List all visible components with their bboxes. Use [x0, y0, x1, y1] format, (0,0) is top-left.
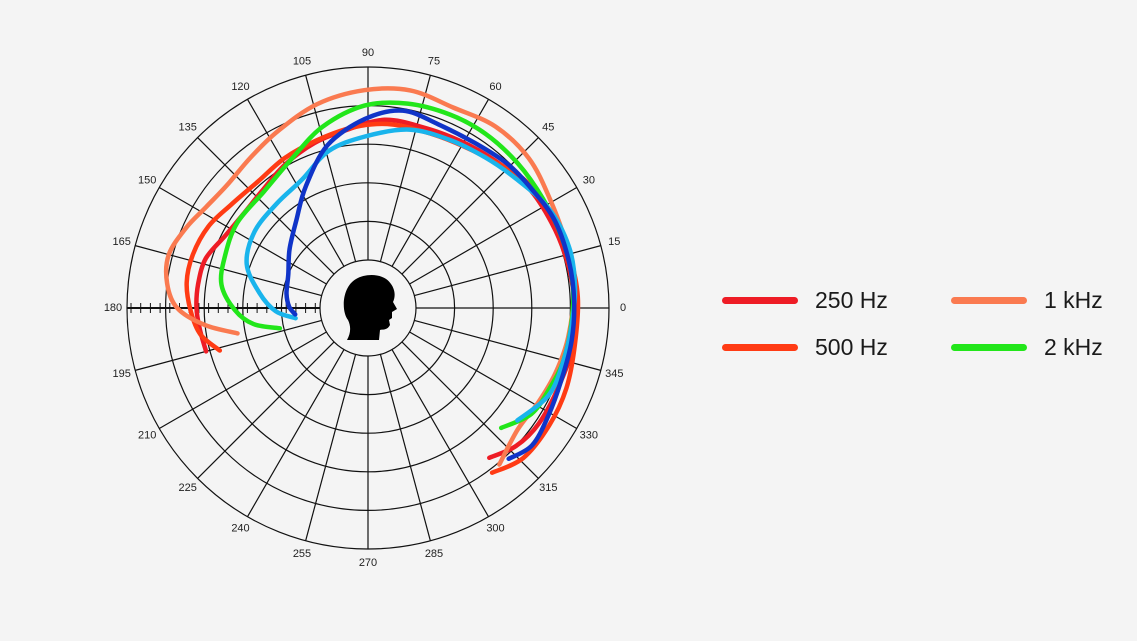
angle-label-60: 60	[489, 81, 501, 93]
angle-label-15: 15	[608, 236, 620, 248]
legend-item-250hz: 250 Hz	[722, 280, 888, 320]
legend-swatch	[951, 343, 1027, 351]
series-curve-2	[184, 121, 581, 475]
spoke-225	[197, 341, 335, 479]
legend-item-2khz: 2 kHz	[951, 327, 1103, 367]
angle-label-45: 45	[542, 122, 554, 134]
spoke-315	[401, 341, 539, 479]
angle-label-255: 255	[293, 548, 311, 560]
spoke-30	[409, 186, 578, 285]
legend-label: 2 kHz	[1044, 333, 1103, 360]
angle-label-300: 300	[486, 523, 504, 535]
spoke-150	[158, 186, 327, 285]
spoke-45	[401, 137, 539, 275]
angle-label-225: 225	[179, 482, 197, 494]
spoke-195	[135, 319, 322, 371]
angle-label-210: 210	[138, 429, 156, 441]
spoke-255	[305, 354, 357, 541]
angle-label-270: 270	[359, 557, 377, 569]
angle-label-195: 195	[113, 368, 131, 380]
polar-chart: 0 15 30 45 60 75 90 105 120 135 150 165 180 195 210 225…	[104, 47, 626, 569]
angle-label-345: 345	[605, 368, 623, 380]
legend-swatch	[722, 296, 798, 304]
angle-label-105: 105	[293, 56, 311, 68]
angle-label-30: 30	[583, 174, 595, 186]
angle-label-150: 150	[138, 174, 156, 186]
angle-label-180: 180	[104, 302, 122, 314]
directivity-curves	[163, 86, 581, 475]
series-curve-6	[284, 108, 577, 462]
angle-label-285: 285	[425, 548, 443, 560]
angle-label-0: 0	[620, 302, 626, 314]
spoke-135	[197, 137, 335, 275]
spoke-165	[135, 245, 322, 297]
spoke-240	[246, 349, 345, 518]
spoke-210	[158, 331, 327, 430]
head-silhouette-icon	[343, 274, 397, 340]
angle-label-315: 315	[539, 482, 557, 494]
angle-tick-labels: 0 15 30 45 60 75 90 105 120 135 150 165 180 195 210 225…	[104, 47, 626, 569]
legend-swatch	[722, 343, 798, 351]
angle-label-120: 120	[231, 81, 249, 93]
angle-label-330: 330	[580, 429, 598, 441]
spoke-285	[379, 354, 431, 541]
legend-item-500hz: 500 Hz	[722, 327, 888, 367]
legend-label: 500 Hz	[815, 333, 888, 360]
angle-label-135: 135	[179, 122, 197, 134]
angle-label-90: 90	[362, 47, 374, 59]
chart-legend: 250 Hz 500 Hz 1 kHz 2 kHz	[722, 280, 1122, 370]
legend-label: 250 Hz	[815, 286, 888, 313]
legend-item-1khz: 1 kHz	[951, 280, 1103, 320]
angle-label-240: 240	[231, 523, 249, 535]
spoke-300	[391, 349, 490, 518]
legend-label: 1 kHz	[1044, 286, 1103, 313]
legend-swatch	[951, 296, 1027, 304]
angle-label-165: 165	[113, 236, 131, 248]
angle-label-75: 75	[428, 56, 440, 68]
